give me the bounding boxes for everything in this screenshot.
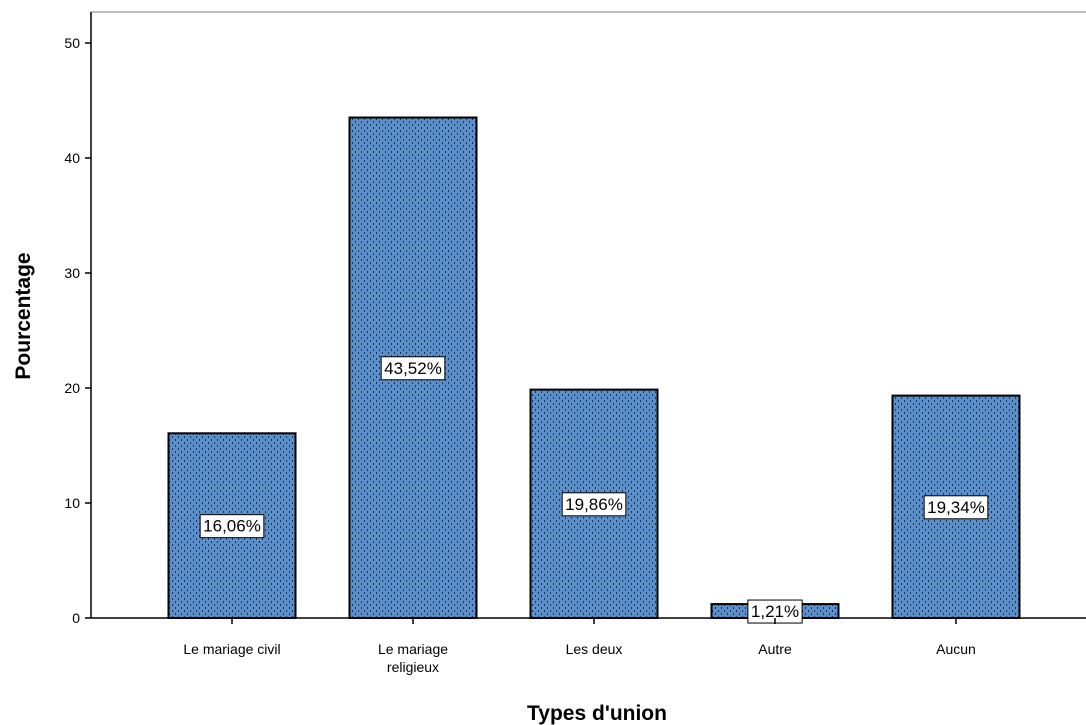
data-label-box xyxy=(561,492,627,517)
y-tick-label: 30 xyxy=(64,265,80,281)
data-label: 19,34% xyxy=(927,498,985,517)
x-tick-label: Aucun xyxy=(936,641,976,657)
data-label: 19,86% xyxy=(565,495,623,514)
y-tick-label: 40 xyxy=(64,150,80,166)
data-label-box xyxy=(380,356,446,381)
data-label-box xyxy=(923,495,989,520)
y-tick-label: 10 xyxy=(64,495,80,511)
x-axis-title: Types d'union xyxy=(527,702,667,725)
x-tick-label: Les deux xyxy=(566,641,623,657)
bar xyxy=(167,432,297,619)
y-tick-label: 0 xyxy=(72,610,80,626)
data-label-box xyxy=(199,514,265,539)
x-tick-label: Autre xyxy=(758,641,792,657)
y-tick-label: 50 xyxy=(64,35,80,51)
y-axis-title: Pourcentage xyxy=(12,252,35,379)
data-label: 43,52% xyxy=(384,359,442,378)
x-tick-label: Le mariage religieux xyxy=(378,641,448,675)
data-label: 1,21% xyxy=(751,602,799,621)
data-label: 16,06% xyxy=(203,517,261,536)
y-tick-label: 20 xyxy=(64,380,80,396)
x-tick-label: Le mariage civil xyxy=(183,641,280,657)
